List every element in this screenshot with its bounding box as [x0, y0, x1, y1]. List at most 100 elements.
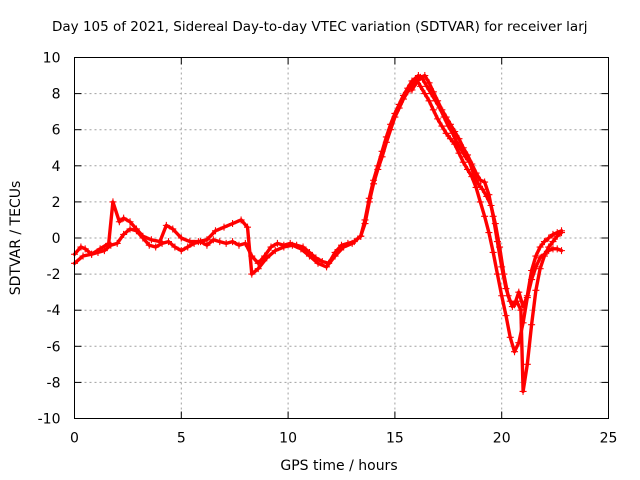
data-point — [523, 292, 531, 300]
data-point — [474, 180, 482, 188]
data-point — [451, 128, 459, 136]
data-point — [209, 236, 217, 244]
x-axis-label: GPS time / hours — [280, 458, 397, 474]
data-point — [553, 245, 561, 253]
data-point — [297, 245, 305, 253]
data-point — [152, 243, 160, 251]
x-tick-label: 0 — [70, 431, 79, 447]
data-point — [553, 229, 561, 237]
data-point — [455, 135, 463, 143]
series-trace — [72, 77, 564, 354]
data-point — [235, 241, 243, 249]
data-point — [517, 306, 525, 314]
data-point — [323, 263, 331, 271]
data-point — [519, 387, 527, 395]
data-point — [109, 198, 117, 206]
data-point — [314, 259, 322, 267]
data-point — [177, 234, 185, 242]
data-point — [532, 252, 540, 260]
data-point — [472, 183, 480, 191]
data-point — [425, 97, 433, 105]
data-point — [421, 90, 429, 98]
data-point — [156, 238, 164, 246]
data-point — [88, 250, 96, 258]
data-point — [237, 216, 245, 224]
data-point — [194, 238, 202, 246]
x-tick-label: 15 — [386, 431, 404, 447]
data-point — [220, 223, 228, 231]
data-point — [442, 129, 450, 137]
y-axis-label: SDTVAR / TECUs — [8, 181, 24, 296]
data-point — [105, 239, 113, 247]
data-series — [71, 72, 566, 395]
plot-frame — [74, 57, 609, 419]
data-point — [139, 232, 147, 240]
data-point — [370, 176, 378, 184]
chart-title: Day 105 of 2021, Sidereal Day-to-day VTE… — [52, 19, 588, 35]
data-point — [96, 245, 104, 253]
data-point — [528, 321, 536, 329]
data-point — [100, 247, 108, 255]
data-point — [429, 106, 437, 114]
data-point — [399, 91, 407, 99]
data-point — [115, 218, 123, 226]
data-point — [186, 238, 194, 246]
data-point — [446, 120, 454, 128]
data-point — [506, 333, 514, 341]
data-point — [113, 239, 121, 247]
data-point — [331, 252, 339, 260]
data-point — [77, 243, 85, 251]
data-point — [81, 245, 89, 253]
y-tick-label: 8 — [52, 87, 61, 103]
data-point — [434, 97, 442, 105]
data-point — [545, 234, 553, 242]
data-point — [417, 73, 425, 81]
data-point — [511, 301, 519, 309]
data-point — [126, 225, 134, 233]
data-point — [267, 243, 275, 251]
data-point — [481, 178, 489, 186]
data-point — [408, 86, 416, 94]
data-point — [421, 72, 429, 80]
data-point — [549, 238, 557, 246]
data-point — [489, 248, 497, 256]
data-point — [222, 239, 230, 247]
data-point — [184, 243, 192, 251]
data-point — [79, 252, 87, 260]
x-tick-label: 20 — [493, 431, 511, 447]
data-point — [515, 288, 523, 296]
data-point — [493, 238, 501, 246]
data-point — [382, 133, 390, 141]
data-point — [438, 106, 446, 114]
data-point — [549, 230, 557, 238]
data-point — [464, 165, 472, 173]
y-tick-label: 0 — [52, 231, 61, 247]
data-point — [485, 229, 493, 237]
data-point — [498, 263, 506, 271]
data-point — [254, 265, 262, 273]
data-point — [387, 120, 395, 128]
data-point — [391, 109, 399, 117]
data-point — [481, 212, 489, 220]
data-point — [395, 100, 403, 108]
data-point — [434, 115, 442, 123]
data-point — [502, 312, 510, 320]
data-point — [374, 162, 382, 170]
data-point — [485, 191, 493, 199]
data-point — [540, 238, 548, 246]
y-tick-label: -8 — [47, 375, 61, 391]
data-point — [120, 214, 128, 222]
data-point — [361, 216, 369, 224]
x-tick-label: 25 — [600, 431, 618, 447]
data-point — [468, 160, 476, 168]
data-point — [459, 144, 467, 152]
data-point — [528, 266, 536, 274]
data-point — [177, 247, 185, 255]
data-point — [229, 238, 237, 246]
y-tick-label: 4 — [52, 159, 61, 175]
data-point — [271, 247, 279, 255]
data-point — [464, 151, 472, 159]
data-point — [288, 241, 296, 249]
series-trace — [410, 73, 564, 309]
